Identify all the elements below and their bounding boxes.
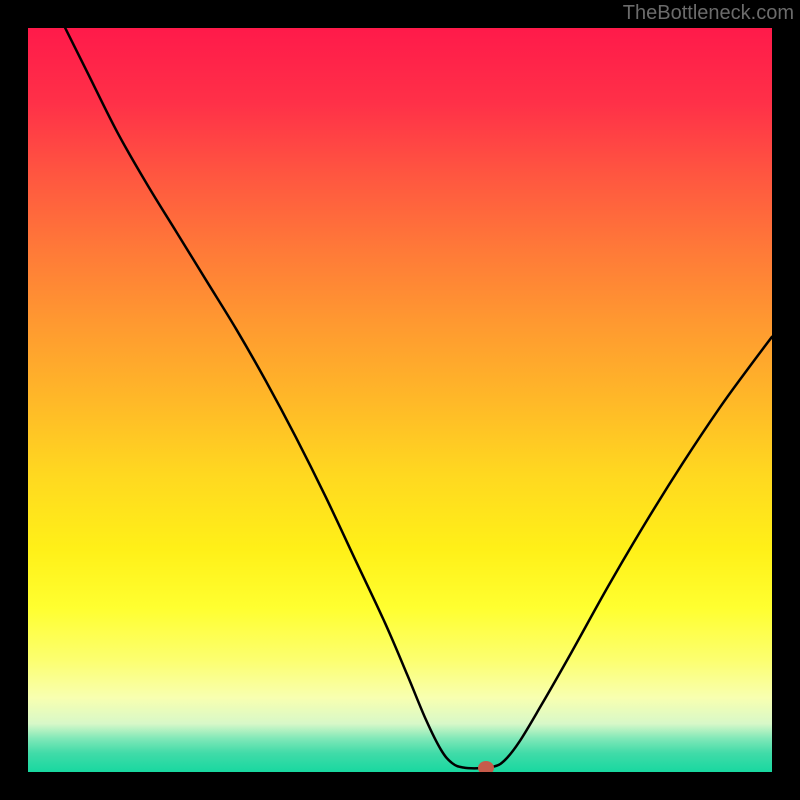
bottleneck-curve [28, 28, 772, 772]
watermark-text: TheBottleneck.com [623, 2, 794, 25]
data-marker [478, 761, 494, 772]
plot-area [28, 28, 772, 772]
